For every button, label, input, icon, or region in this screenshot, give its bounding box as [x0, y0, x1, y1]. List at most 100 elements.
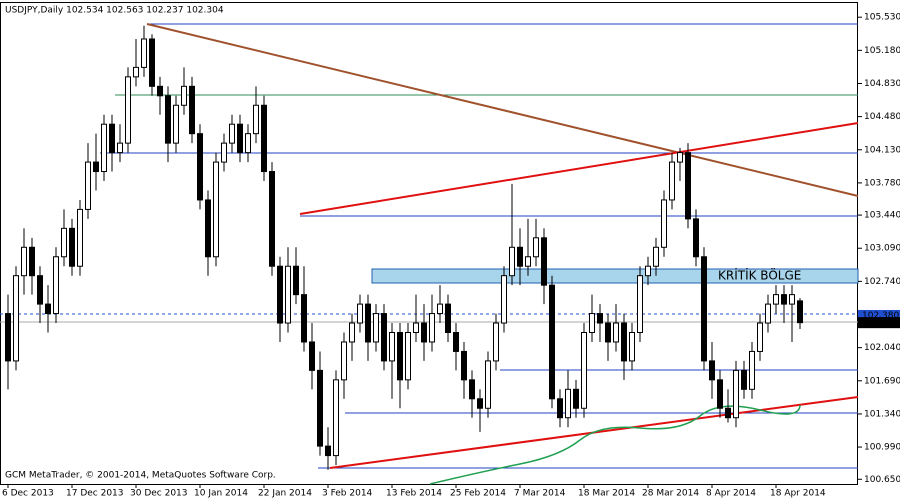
candle-body	[629, 332, 635, 362]
candle-body	[477, 398, 483, 409]
candle-body	[581, 332, 587, 409]
candle-body	[501, 275, 507, 324]
candle-body	[453, 332, 459, 352]
candle-body	[5, 313, 11, 362]
price-marker-label: 102.304	[862, 318, 899, 328]
candle-body	[45, 303, 51, 315]
candle-body	[429, 313, 435, 343]
x-tick-label: 6 Dec 2013	[2, 489, 54, 499]
candle-body	[693, 218, 699, 258]
candle-body	[637, 275, 643, 334]
x-tick-label: 3 Feb 2014	[322, 489, 373, 499]
y-tick-label: 100.990	[864, 443, 900, 453]
candle-body	[757, 322, 763, 352]
candle-body	[85, 161, 91, 210]
candle-body	[749, 350, 755, 390]
candle-body	[141, 38, 147, 68]
candle-body	[125, 76, 131, 144]
candle-body	[517, 246, 523, 267]
candle-body	[205, 199, 211, 258]
candle-body	[717, 379, 723, 409]
candle-body	[245, 133, 251, 154]
candle-body	[309, 341, 315, 371]
y-tick-label: 100.650	[864, 475, 900, 485]
zone-label: KRİTİK BÖLGE	[718, 267, 801, 283]
candle-body	[509, 246, 515, 277]
candle-body	[597, 313, 603, 324]
candle-body	[261, 104, 267, 173]
footer: GCM MetaTrader, © 2001-2014, MetaQuotes …	[5, 471, 276, 481]
x-tick-label: 18 Mar 2014	[578, 489, 635, 499]
candle-body	[269, 171, 275, 267]
y-tick-label: 103.440	[864, 211, 900, 221]
candle-body	[397, 332, 403, 381]
candle-body	[781, 294, 787, 305]
candle-body	[685, 152, 691, 220]
x-tick-label: 8 Apr 2014	[706, 489, 756, 499]
candle-body	[669, 161, 675, 201]
candle-body	[173, 104, 179, 144]
candle-body	[613, 322, 619, 343]
trend-line	[146, 23, 859, 197]
candle-body	[605, 322, 611, 343]
candle-body	[221, 142, 227, 163]
candle-body	[445, 303, 451, 334]
trend-line	[299, 122, 859, 215]
price-marker	[858, 317, 900, 329]
plot-frame	[0, 2, 858, 485]
moving-average	[429, 404, 801, 485]
candle-body	[357, 303, 363, 324]
candle-body	[773, 294, 779, 305]
candle-body	[237, 123, 243, 154]
candle-body	[21, 246, 27, 277]
candle-body	[365, 303, 371, 343]
candle-body	[349, 322, 355, 343]
x-tick-label: 18 Apr 2014	[770, 489, 826, 499]
y-tick-label: 102.740	[864, 277, 900, 287]
candle-body	[485, 360, 491, 409]
y-tick-label: 103.780	[864, 178, 900, 188]
y-tick-label: 105.180	[864, 46, 900, 56]
y-tick-label: 105.530	[864, 13, 900, 23]
candle-body	[77, 208, 83, 267]
y-tick-label: 104.830	[864, 79, 900, 89]
candle-body	[53, 256, 59, 315]
candle-body	[325, 445, 331, 457]
x-tick-label: 10 Jan 2014	[194, 489, 248, 499]
candle-body	[101, 123, 107, 173]
candle-body	[701, 256, 707, 362]
chart-title: USDJPY,Daily 102.534 102.563 102.237 102…	[5, 6, 224, 16]
y-tick-label: 101.690	[864, 376, 900, 386]
candle-body	[93, 161, 99, 173]
candle-body	[541, 237, 547, 286]
candle-body	[317, 369, 323, 447]
candle-body	[589, 313, 595, 334]
x-tick-label: 7 Mar 2014	[514, 489, 566, 499]
candle-body	[149, 38, 155, 87]
candle-body	[381, 313, 387, 362]
candle-body	[797, 300, 803, 324]
candle-body	[437, 303, 443, 315]
candle-body	[213, 161, 219, 258]
candle-body	[109, 123, 115, 154]
candle-body	[229, 123, 235, 144]
candle-body	[189, 85, 195, 135]
candle-body	[493, 322, 499, 362]
candle-body	[653, 246, 659, 267]
candle-body	[461, 350, 467, 381]
candle-body	[197, 133, 203, 201]
candle-body	[285, 265, 291, 324]
candle-body	[341, 341, 347, 381]
candle-body	[661, 199, 667, 248]
candle-body	[117, 142, 123, 154]
candle-body	[741, 369, 747, 390]
candle-body	[733, 369, 739, 419]
candle-body	[557, 398, 563, 419]
candle-body	[677, 152, 683, 163]
candle-body	[293, 265, 299, 296]
x-tick-label: 25 Feb 2014	[450, 489, 506, 499]
candle-body	[573, 388, 579, 409]
candle-body	[405, 332, 411, 381]
candle-body	[29, 246, 35, 277]
